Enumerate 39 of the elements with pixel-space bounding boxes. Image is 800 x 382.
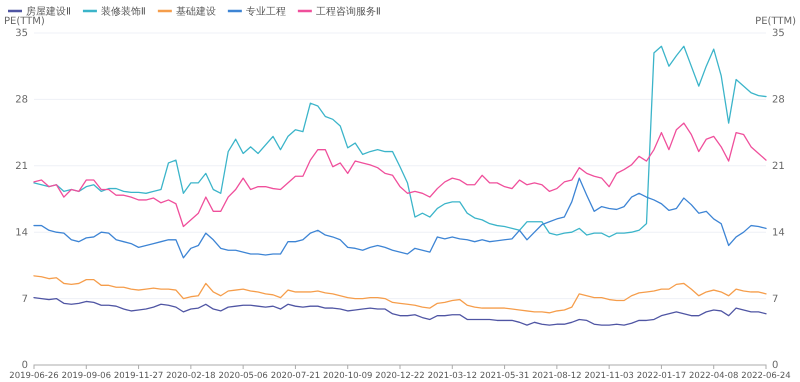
y-tick-label: 7 — [22, 294, 28, 305]
y2-tick-label: 7 — [772, 294, 778, 305]
legend-label: 房屋建设Ⅱ — [26, 6, 71, 18]
x-tick-label: 2020-02-18 — [166, 371, 216, 382]
x-tick-label: 2020-12-22 — [375, 371, 425, 382]
y2-tick-label: 14 — [772, 227, 785, 238]
legend-label: 工程咨询服务Ⅱ — [316, 6, 381, 18]
y2-tick-label: 21 — [772, 161, 785, 172]
line-series — [33, 275, 767, 314]
x-tick-label: 2019-09-06 — [62, 371, 111, 382]
x-tick-label: 2021-05-31 — [480, 371, 530, 382]
x-tick-label: 2019-06-26 — [9, 371, 59, 382]
legend-label: 专业工程 — [246, 6, 286, 18]
y-tick-label: 28 — [15, 94, 28, 106]
x-tick-label: 2021-03-12 — [428, 371, 477, 382]
x-tick-label: 2022-06-24 — [741, 371, 791, 382]
x-tick-label: 2022-01-17 — [636, 371, 686, 382]
y2-tick-label: 0 — [772, 360, 778, 372]
x-tick-label: 2019-11-27 — [114, 371, 164, 382]
legend-label: 基础建设 — [176, 6, 216, 18]
x-tick-label: 2022-04-08 — [689, 371, 738, 382]
y-tick-label: 14 — [15, 227, 28, 238]
y-axis-title: PE(TTM) — [4, 16, 45, 27]
x-tick-label: 2020-10-09 — [323, 371, 372, 382]
x-tick-label: 2020-07-21 — [270, 371, 320, 382]
line-series — [33, 122, 767, 228]
x-tick-label: 2020-05-06 — [218, 371, 268, 382]
y2-axis-title: PE(TTM) — [755, 16, 796, 27]
line-series — [33, 297, 767, 326]
y-tick-label: 0 — [22, 360, 28, 372]
line-series — [33, 46, 767, 238]
y2-tick-label: 35 — [772, 28, 785, 40]
y2-tick-label: 28 — [772, 94, 785, 106]
y-tick-label: 21 — [15, 161, 28, 172]
legend-label: 装修装饰Ⅱ — [100, 6, 146, 18]
x-tick-label: 2021-11-03 — [584, 371, 634, 382]
x-tick-label: 2021-08-12 — [532, 371, 582, 382]
line-series — [33, 177, 767, 258]
y-tick-label: 35 — [15, 28, 28, 40]
